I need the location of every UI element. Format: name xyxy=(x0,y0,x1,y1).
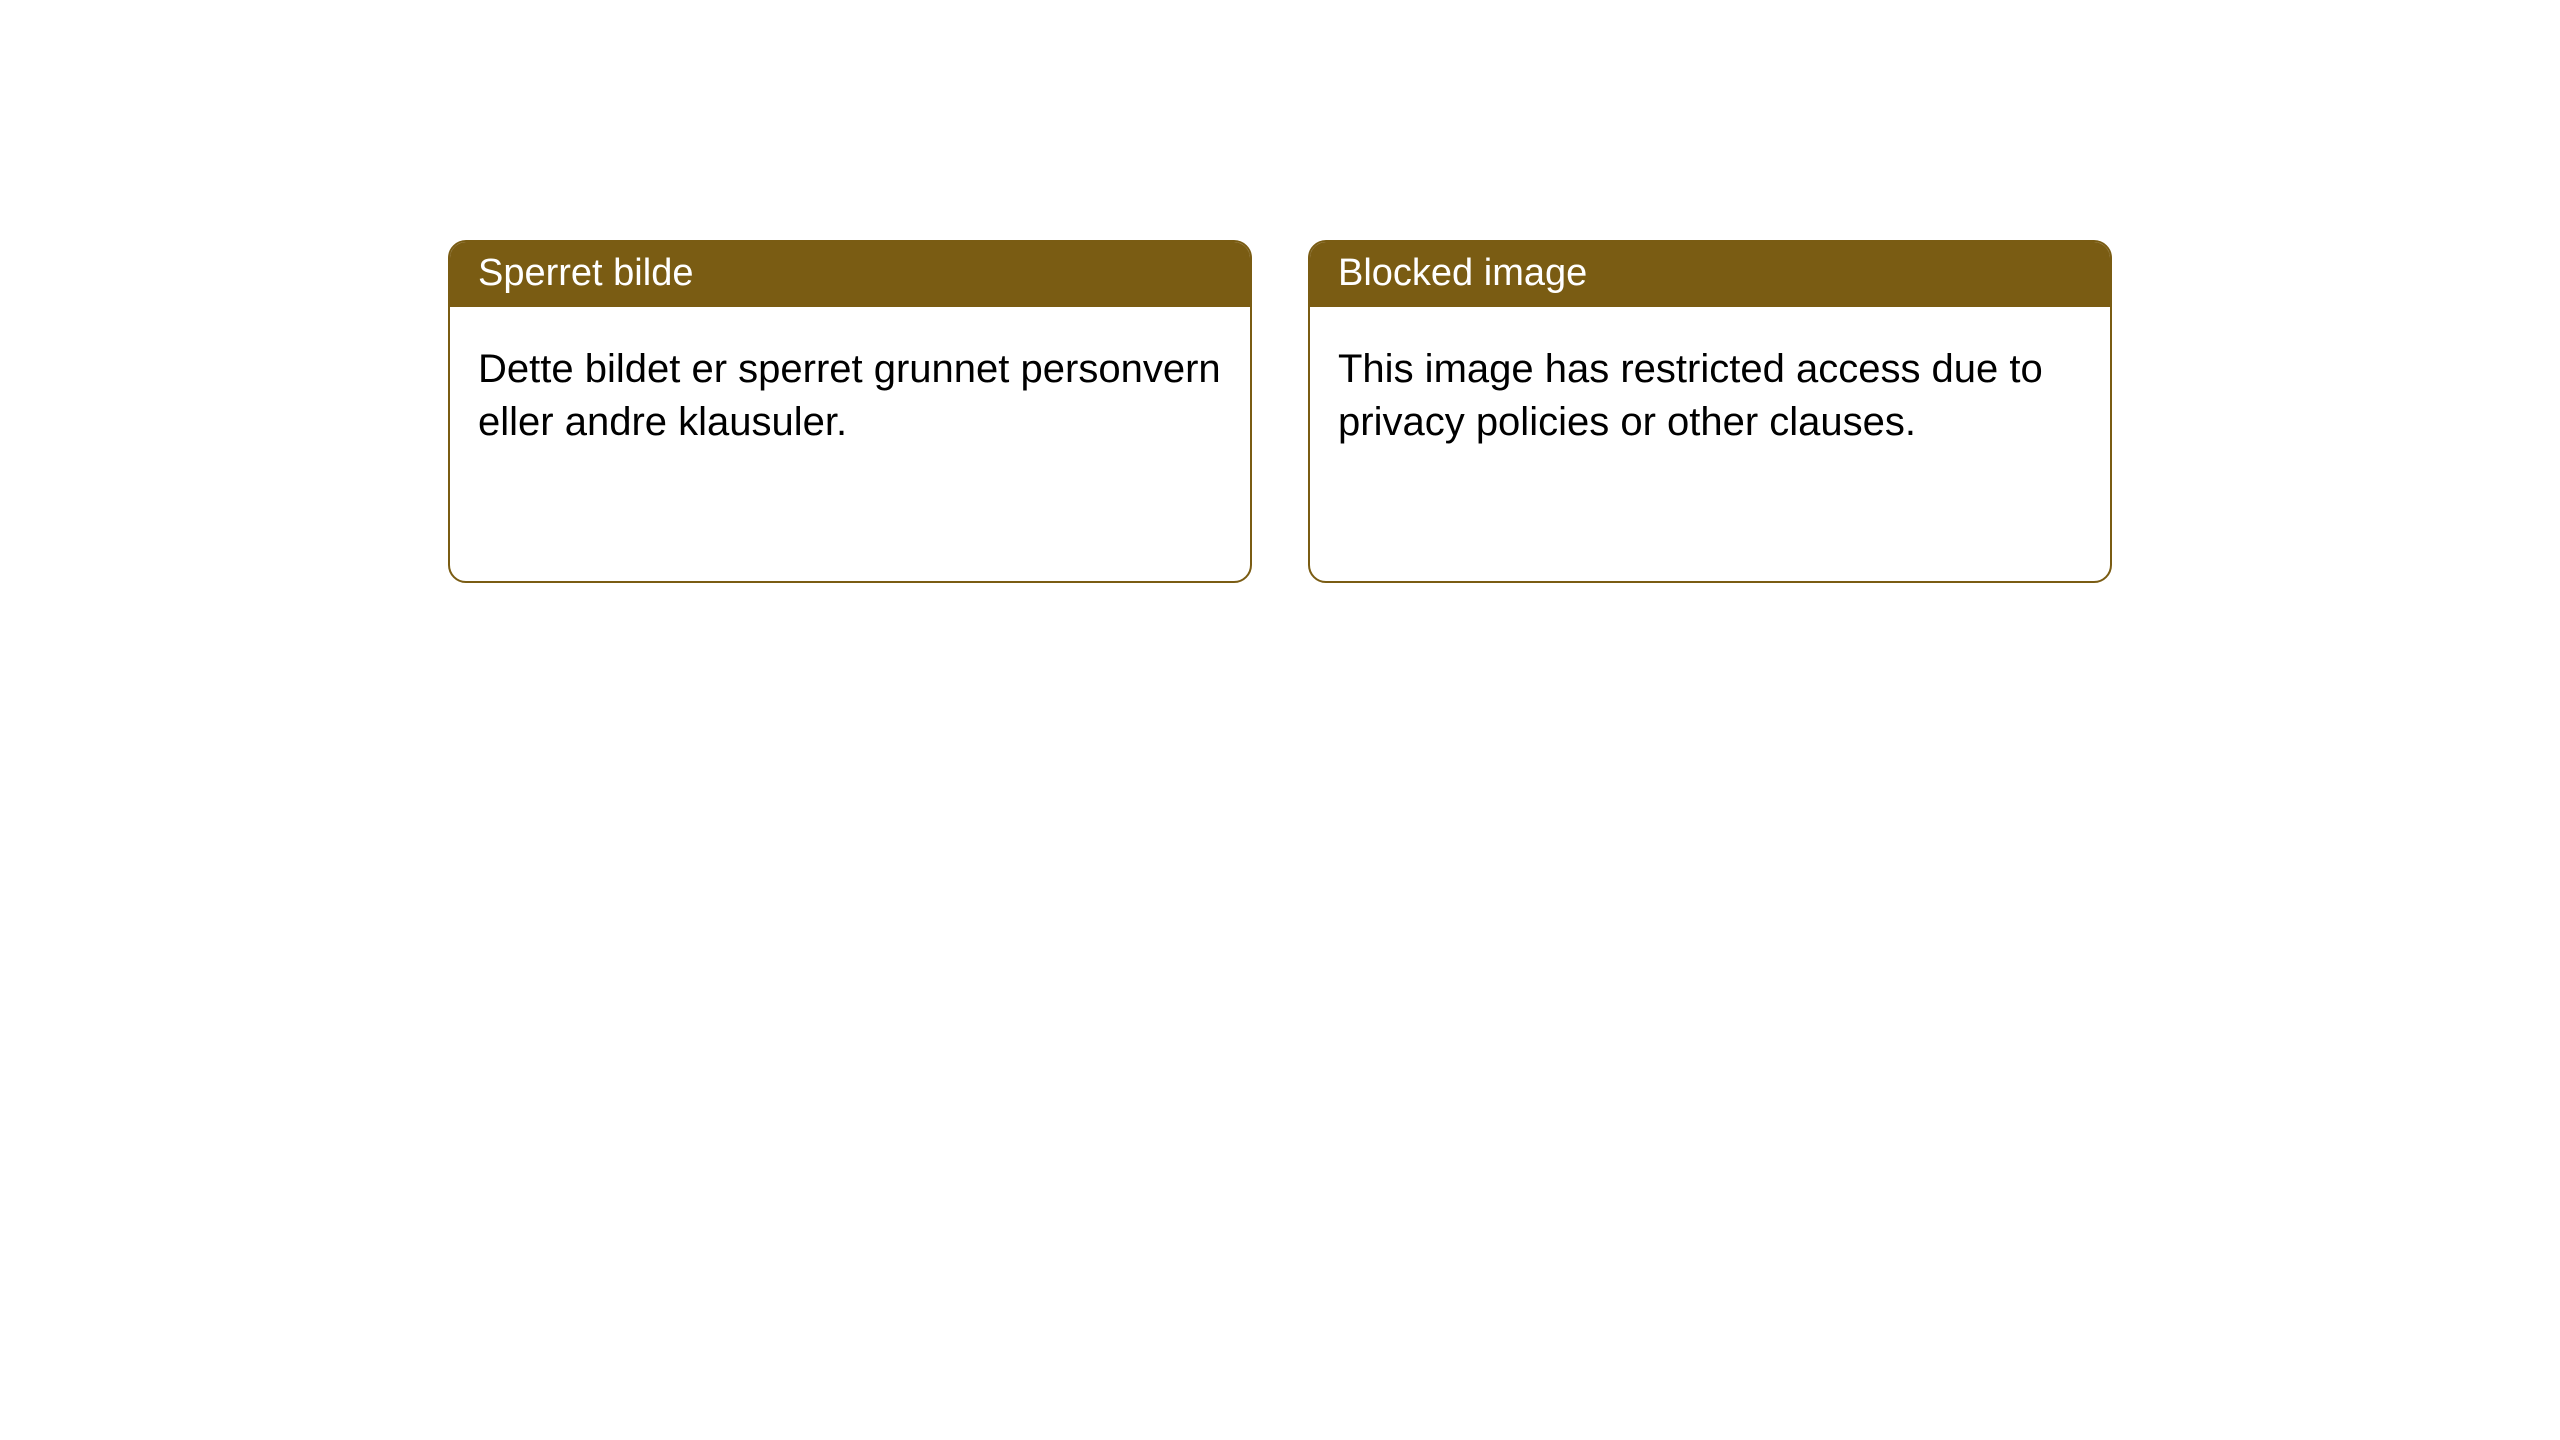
notice-message-english: This image has restricted access due to … xyxy=(1310,307,2110,581)
notice-box-english: Blocked image This image has restricted … xyxy=(1308,240,2112,583)
notice-container: Sperret bilde Dette bildet er sperret gr… xyxy=(448,240,2112,583)
notice-title-norwegian: Sperret bilde xyxy=(450,242,1250,307)
notice-message-norwegian: Dette bildet er sperret grunnet personve… xyxy=(450,307,1250,581)
notice-box-norwegian: Sperret bilde Dette bildet er sperret gr… xyxy=(448,240,1252,583)
notice-title-english: Blocked image xyxy=(1310,242,2110,307)
